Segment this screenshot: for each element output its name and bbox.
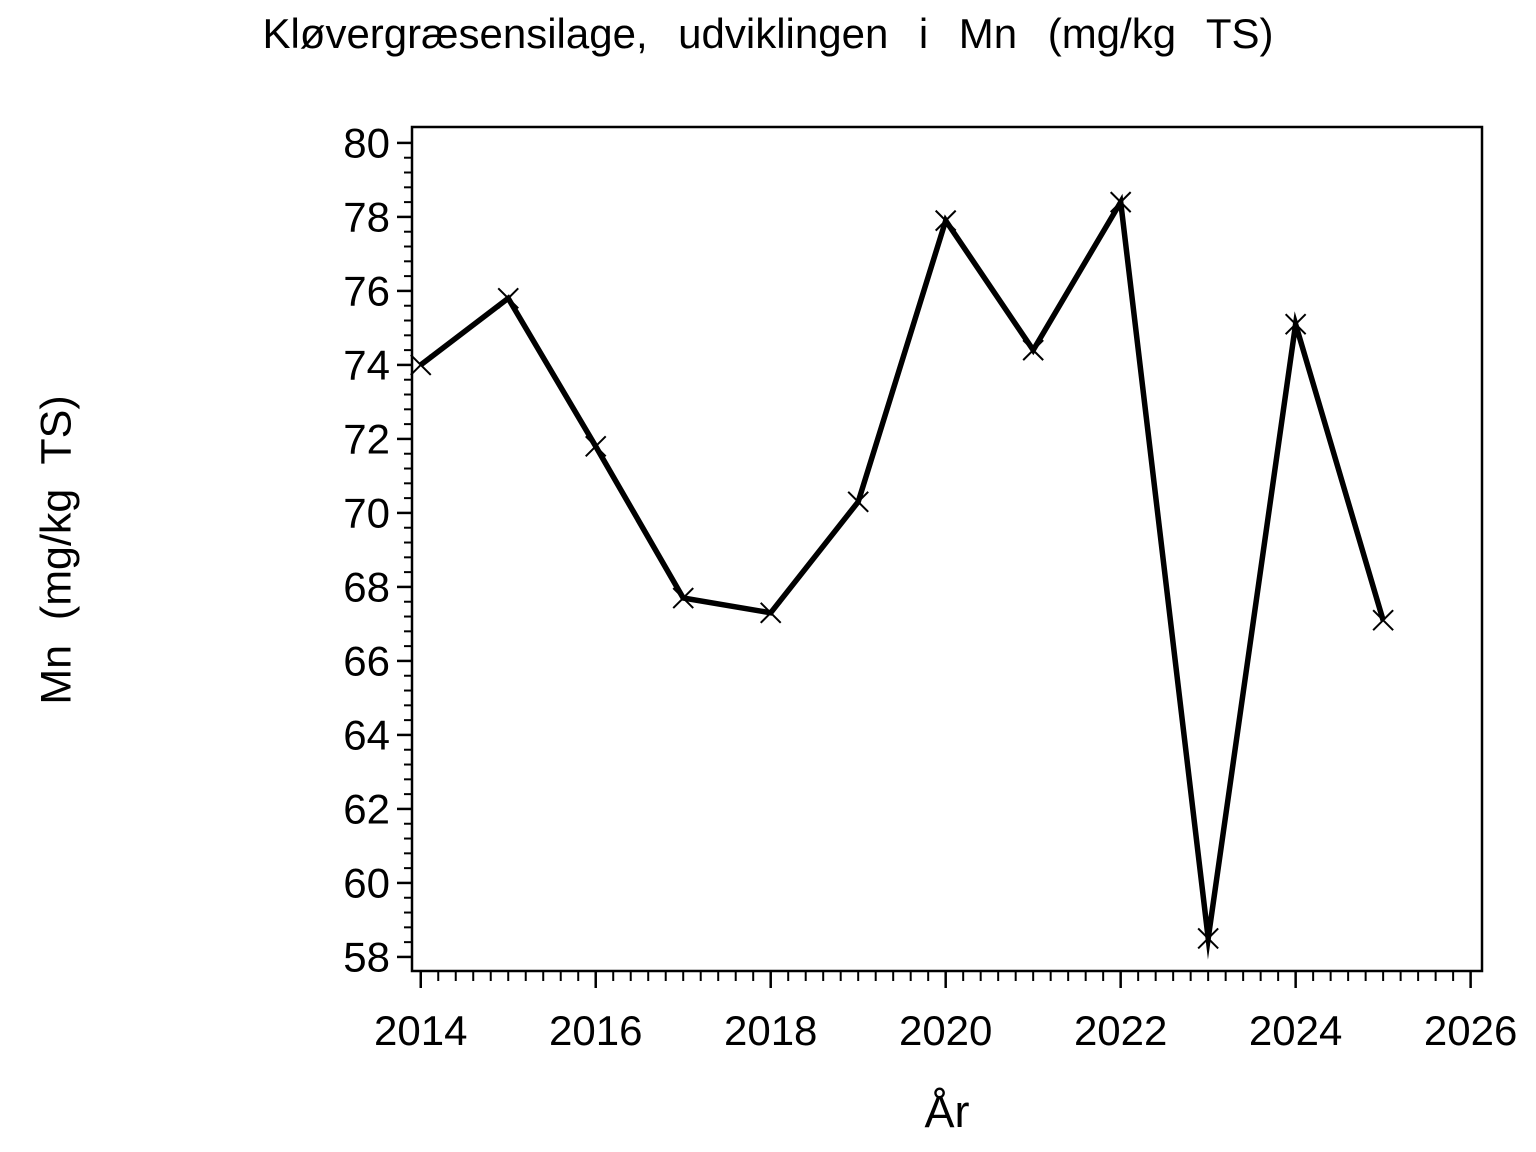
data-point-marker [410, 354, 432, 376]
x-tick-label: 2018 [724, 1007, 817, 1054]
y-tick-label: 66 [343, 638, 390, 685]
y-tick-label: 74 [343, 342, 390, 389]
data-point-marker [497, 287, 519, 310]
y-tick-label: 62 [343, 786, 390, 833]
x-tick-label: 2022 [1074, 1007, 1167, 1054]
x-tick-label: 2014 [374, 1007, 467, 1054]
data-point-marker [1284, 313, 1307, 335]
plot-frame [410, 125, 1484, 973]
data-point-marker [760, 602, 782, 624]
chart-title: Kløvergræsensilage, udviklingen i Mn (mg… [262, 10, 1274, 57]
y-tick-label: 72 [343, 416, 390, 463]
data-point-marker [847, 491, 869, 513]
x-axis-title: År [924, 1086, 970, 1137]
data-point-marker [1372, 609, 1394, 631]
y-tick-label: 64 [343, 712, 390, 759]
data-point-marker [1197, 927, 1219, 950]
x-tick-label: 2026 [1424, 1007, 1517, 1054]
y-tick-label: 78 [343, 194, 390, 241]
y-tick-label: 60 [343, 860, 390, 907]
data-line [419, 193, 1386, 960]
y-tick-label: 80 [343, 120, 390, 167]
x-tick-label: 2016 [549, 1007, 642, 1054]
y-tick-label: 58 [343, 934, 390, 981]
data-point-marker [934, 209, 957, 232]
x-tick-label: 2024 [1249, 1007, 1342, 1054]
data-point-marker [1109, 191, 1132, 213]
data-point-marker [1022, 339, 1044, 361]
y-tick-label: 76 [343, 268, 390, 315]
x-tick-label: 2020 [899, 1007, 992, 1054]
y-tick-label: 68 [343, 564, 390, 611]
data-point-marker [672, 587, 694, 609]
y-tick-label: 70 [343, 490, 390, 537]
data-point-marker [585, 435, 607, 458]
